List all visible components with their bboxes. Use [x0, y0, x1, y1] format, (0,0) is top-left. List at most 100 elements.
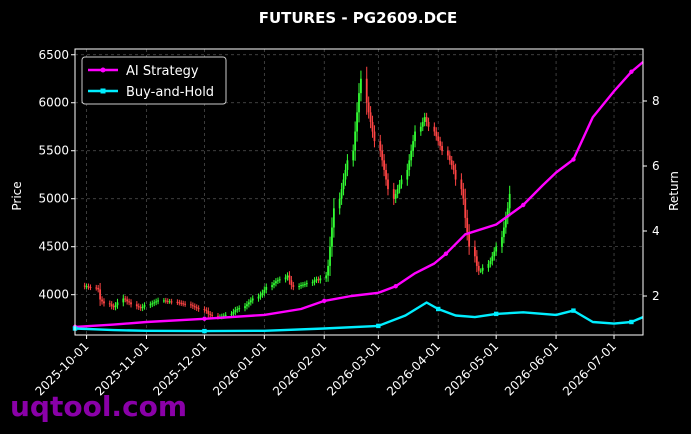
candle-body [315, 279, 318, 281]
candle-body [271, 285, 273, 288]
candle-body [506, 208, 509, 218]
candle-body [383, 160, 386, 170]
ai-strategy-point [202, 316, 207, 321]
buy-and-hold-point [571, 308, 576, 313]
candle-body [234, 310, 237, 312]
candle-body [352, 150, 355, 161]
candle-body [304, 284, 306, 286]
candle-body [176, 301, 179, 303]
y-tick-label-left: 5000 [38, 192, 69, 206]
candle-body [298, 286, 301, 288]
y-tick-label-left: 4000 [38, 288, 69, 302]
x-tick-label: 2026-02-01 [270, 339, 329, 398]
candle-body [162, 300, 165, 302]
y-tick-label-right: 8 [652, 94, 660, 108]
candle-body [379, 141, 382, 151]
candle-body [325, 275, 328, 279]
candle-body [164, 300, 167, 302]
candle-body [137, 306, 140, 308]
y-tick-label-right: 4 [652, 224, 660, 238]
legend: AI Strategy Buy-and-Hold [81, 56, 227, 105]
candle-body [257, 296, 260, 299]
candle-body [302, 284, 304, 286]
candle-body [151, 303, 154, 305]
candle-body [346, 160, 349, 170]
candle-body [168, 301, 171, 303]
candle-body [466, 217, 469, 233]
candle-body [410, 150, 413, 161]
series-lines [72, 61, 644, 334]
legend-bh-marker [100, 88, 106, 94]
candle-body [149, 304, 152, 306]
ai-strategy-point [571, 157, 576, 162]
chart-title: FUTURES - PG2609.DCE [259, 9, 458, 27]
candle-body [110, 304, 113, 307]
candle-body [462, 189, 465, 199]
candle-body [495, 246, 498, 252]
candle-body [319, 278, 322, 281]
ai-strategy-point [443, 251, 449, 256]
candle-body [224, 314, 227, 316]
candle-body [354, 131, 357, 151]
candle-body [481, 267, 484, 271]
candle-body [112, 306, 115, 308]
candle-body [97, 287, 100, 290]
candle-body [99, 289, 102, 300]
candle-body [491, 256, 494, 262]
candle-body [502, 227, 505, 238]
ai-strategy-line [74, 61, 644, 329]
candle-body [246, 304, 248, 307]
candle-body [360, 78, 362, 94]
candle-body [211, 314, 214, 316]
candle-body [251, 298, 254, 301]
candle-body [392, 189, 395, 199]
legend-ai-marker [100, 67, 106, 73]
candle-body [273, 283, 275, 286]
ai-strategy-point [393, 284, 398, 289]
candle-body [508, 193, 511, 209]
candle-body [108, 303, 111, 305]
candle-body [130, 302, 132, 305]
candle-body [122, 298, 125, 303]
buy-and-hold-point [493, 311, 499, 317]
candle-body [135, 304, 138, 307]
x-tick-label: 2026-04-01 [384, 339, 443, 398]
candle-body [477, 265, 480, 271]
y-tick-label-right: 2 [652, 289, 660, 303]
candle-body [427, 121, 430, 127]
candle-body [452, 165, 455, 170]
candle-body [493, 251, 496, 257]
candle-body [249, 300, 252, 303]
candle-body [331, 227, 333, 247]
candle-body [387, 179, 389, 190]
candle-body [439, 141, 442, 146]
candle-body [365, 78, 368, 103]
candle-body [441, 145, 443, 151]
y-tick-label-left: 6500 [38, 48, 69, 62]
candle-body [290, 280, 293, 286]
candle-body [284, 277, 287, 280]
y-tick-label-left: 4500 [38, 240, 69, 254]
y-tick-label-left: 5500 [38, 144, 69, 158]
candle-body [356, 112, 358, 132]
y-tick-label-right: 6 [652, 159, 660, 173]
candle-body [170, 301, 173, 303]
candle-body [244, 306, 246, 309]
candle-body [369, 112, 372, 122]
candle-body [265, 287, 268, 290]
candle-body [313, 280, 316, 283]
candle-body [385, 169, 387, 180]
candle-body [203, 309, 206, 311]
candle-body [305, 283, 308, 285]
candle-body [448, 155, 451, 161]
ai-strategy-point [521, 202, 526, 208]
candle-body [286, 275, 289, 278]
candle-body [371, 121, 374, 132]
candle-body [468, 232, 471, 247]
candle-body [141, 306, 144, 309]
candle-body [217, 315, 219, 317]
candle-body [446, 150, 449, 156]
candle-body [83, 285, 86, 287]
candle-body [340, 189, 343, 199]
